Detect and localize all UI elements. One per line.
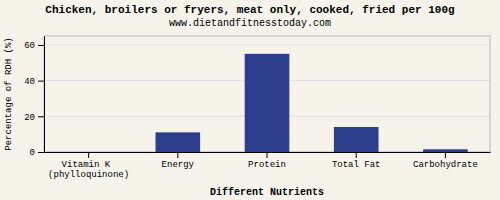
- title: Chicken, broilers or fryers, meat only, …: [45, 4, 454, 16]
- chart: Chicken, broilers or fryers, meat only, …: [0, 0, 500, 200]
- y-tick-mark: [38, 116, 44, 117]
- y-tick-mark: [38, 81, 44, 82]
- y-tick: 20: [24, 113, 44, 123]
- x-tick: Vitamin K (phylloquinone): [48, 152, 129, 180]
- y-tick-label: 40: [24, 77, 35, 87]
- bar: [334, 127, 379, 152]
- x-tick-label: Energy: [162, 160, 195, 170]
- y-tick-label: 20: [24, 113, 35, 123]
- y-axis: 0 20 40 60: [24, 37, 44, 159]
- x-tick-mark: [88, 152, 89, 158]
- x-axis: Vitamin K (phylloquinone) Energy Protein To…: [45, 152, 491, 180]
- plot: 0 20 40 60 Vitamin K (phylloquinone) Energy Pr…: [24, 36, 490, 180]
- bar: [245, 54, 290, 152]
- x-axis-title: Different Nutrients: [210, 187, 324, 198]
- x-tick: Total Fat: [332, 152, 381, 170]
- x-tick-label: Protein: [248, 160, 286, 170]
- bars: [156, 54, 468, 152]
- subtitle: www.dietandfitnesstoday.com: [169, 18, 331, 29]
- bar: [156, 132, 201, 152]
- y-tick-label: 60: [24, 41, 35, 51]
- y-tick-mark: [38, 45, 44, 46]
- x-tick: Protein: [248, 152, 286, 170]
- y-axis-title: Percentage of RDH (%): [4, 37, 14, 150]
- x-tick-mark: [445, 152, 446, 158]
- grid: [44, 45, 490, 152]
- bar: [66, 152, 111, 153]
- y-tick: 0: [30, 148, 44, 158]
- x-tick-label: Total Fat: [332, 160, 381, 170]
- x-tick-label: Carbohydrate: [413, 160, 478, 170]
- y-axis-line: [44, 37, 45, 153]
- x-tick: Carbohydrate: [413, 152, 478, 170]
- grid-line: [44, 44, 490, 45]
- x-tick-mark: [267, 152, 268, 158]
- y-tick-mark: [38, 152, 44, 153]
- y-tick: 60: [24, 41, 44, 51]
- x-tick-label: Vitamin K (phylloquinone): [48, 160, 129, 180]
- plot-frame: [44, 36, 490, 152]
- x-tick-mark: [356, 152, 357, 158]
- x-tick: Energy: [162, 152, 195, 170]
- x-tick-mark: [177, 152, 178, 158]
- bar: [423, 149, 468, 152]
- y-tick: 40: [24, 77, 44, 87]
- y-tick-label: 0: [30, 148, 35, 158]
